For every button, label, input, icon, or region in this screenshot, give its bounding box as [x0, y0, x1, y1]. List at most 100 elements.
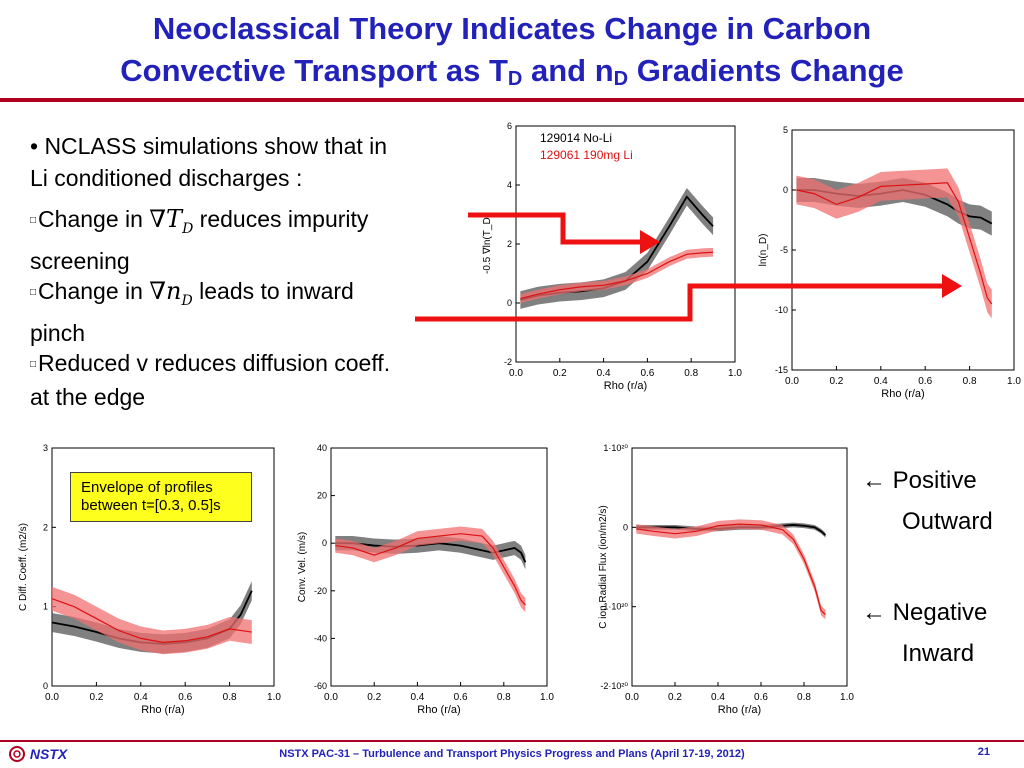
x-tick-label: 0.2 — [553, 368, 567, 379]
x-tick-label: 1.0 — [540, 692, 554, 703]
x-tick-label: 0.6 — [640, 368, 654, 379]
x-tick-label: 0.4 — [874, 376, 888, 387]
square-bullet-icon: □ — [30, 358, 37, 370]
y-tick-label: 0 — [623, 522, 628, 532]
li-envelope-band — [520, 247, 714, 303]
y-tick-label: -40 — [314, 633, 327, 643]
title-sub-d1: D — [507, 68, 523, 90]
arrow-head-grad-n — [942, 274, 962, 298]
x-tick-label: 0.0 — [45, 692, 59, 703]
legend-entry: 129014 No-Li — [540, 131, 612, 145]
negative-label: ← Negative — [862, 599, 987, 627]
title-part-a: Convective Transport as T — [120, 53, 508, 88]
bullet-1-line-2: Li conditioned discharges : — [30, 165, 303, 191]
chart-radial-flux: 0.0 0.2 0.4 0.6 0.8 1.0 -2·10²⁰ -1·10²⁰ 0 1·10²⁰ R… — [598, 443, 854, 716]
legend-entry: 129061 190mg Li — [540, 148, 633, 162]
y-tick-label: 2 — [43, 522, 48, 532]
x-tick-label: 0.4 — [711, 692, 725, 703]
x-axis-label: Rho (r/a) — [881, 388, 924, 400]
y-axis-label: -0.5 ∇ln(T_D) — [482, 214, 493, 274]
no-li-series-line — [335, 542, 527, 563]
footer-divider — [0, 740, 1024, 742]
x-tick-label: 0.8 — [223, 692, 237, 703]
x-tick-label: 0.6 — [454, 692, 468, 703]
positive-text: Positive — [892, 467, 977, 494]
slide-title: Neoclassical Theory Indicates Change in … — [0, 0, 1024, 98]
li-series-line — [796, 182, 993, 305]
y-axis-label: ln(n_D) — [758, 234, 769, 267]
y-tick-label: -2·10²⁰ — [600, 681, 628, 691]
y-tick-label: 0 — [322, 538, 327, 548]
y-tick-label: 2 — [507, 239, 512, 249]
footer-text: NSTX PAC-31 – Turbulence and Transport P… — [279, 748, 745, 760]
x-tick-label: 0.6 — [178, 692, 192, 703]
bullet-4-line-1: Reduced v reduces diffusion coeff. — [38, 350, 391, 376]
y-tick-label: 3 — [43, 443, 48, 453]
x-tick-label: 1.0 — [267, 692, 281, 703]
x-tick-label: 0.8 — [684, 368, 698, 379]
title-line-1: Neoclassical Theory Indicates Change in … — [152, 11, 872, 46]
arrow-head-grad-t — [640, 230, 660, 254]
x-tick-label: 0.2 — [89, 692, 103, 703]
bullet-2-text-b: reduces impurity — [193, 206, 369, 232]
grad-n-sub: D — [181, 292, 193, 309]
left-arrow-icon: ← — [862, 467, 886, 494]
y-tick-label: -1·10²⁰ — [600, 602, 628, 612]
x-tick-label: 0.2 — [829, 376, 843, 387]
bullet-1: • NCLASS simulations show that in Li con… — [30, 130, 387, 194]
y-tick-label: -20 — [314, 586, 327, 596]
arrow-grad-t — [468, 212, 655, 245]
y-axis-label: Conv. Vel. (m/s) — [297, 532, 308, 602]
grad-t-sub: D — [182, 220, 194, 237]
y-tick-label: 0 — [507, 298, 512, 308]
square-bullet-icon: □ — [30, 214, 37, 226]
negative-text: Negative — [892, 599, 988, 626]
page-number: 21 — [977, 746, 990, 758]
x-axis-label: Rho (r/a) — [141, 704, 184, 716]
x-tick-label: 1.0 — [728, 368, 742, 379]
x-tick-label: 1.0 — [1007, 376, 1021, 387]
x-tick-label: 0.0 — [785, 376, 799, 387]
y-tick-label: 0 — [783, 185, 788, 195]
nstx-logo-icon — [9, 746, 25, 762]
chart-convective-velocity: 0.0 0.2 0.4 0.6 0.8 1.0 -60 -40 -20 0 20 40 Rho (r/a… — [297, 443, 554, 716]
li-series-line — [636, 523, 826, 616]
title-line-2: Convective Transport as TD and nD Gradie… — [0, 50, 1024, 92]
no-li-envelope-band — [335, 536, 526, 570]
y-tick-label: -5 — [780, 245, 788, 255]
nstx-logo-text: NSTX — [29, 746, 68, 762]
li-envelope-band — [335, 526, 526, 613]
grad-n-symbol: ∇n — [149, 277, 182, 305]
bullet-3-text-a: Change in — [38, 278, 150, 304]
y-tick-label: 20 — [317, 491, 327, 501]
outward-label: Outward — [902, 508, 993, 535]
envelope-legend-box: Envelope of profiles between t=[0.3, 0.5… — [70, 472, 252, 522]
li-series-line — [520, 251, 714, 300]
grad-t-symbol: ∇T — [149, 205, 183, 233]
y-tick-label: 1 — [43, 602, 48, 612]
bullet-4: □Reduced v reduces diffusion coeff. at t… — [30, 347, 390, 413]
square-bullet-icon: □ — [30, 286, 37, 298]
x-tick-label: 1.0 — [840, 692, 854, 703]
li-series-line — [51, 598, 252, 643]
bullet-2: □Change in ∇TD reduces impurity screenin… — [30, 203, 368, 277]
chart-grad-density: 0.0 0.2 0.4 0.6 0.8 1.0 -15 -10 -5 0 5 Rho (r/a) ln(… — [758, 125, 1021, 400]
y-tick-label: -10 — [775, 305, 788, 315]
grad-n-math: ∇nD — [149, 277, 192, 309]
footer: NSTX NSTX PAC-31 – Turbulence and Transp… — [0, 742, 1024, 768]
bullet-3-line-2: pinch — [30, 319, 85, 346]
title-part-b: and n — [522, 53, 614, 88]
x-axis-label: Rho (r/a) — [718, 704, 761, 716]
x-tick-label: 0.8 — [497, 692, 511, 703]
bullet-2-line-2: screening — [30, 247, 130, 274]
x-tick-label: 0.8 — [963, 376, 977, 387]
y-tick-label: 4 — [507, 180, 512, 190]
x-tick-label: 0.2 — [668, 692, 682, 703]
y-tick-label: 5 — [783, 125, 788, 135]
x-tick-label: 0.0 — [324, 692, 338, 703]
y-tick-label: 6 — [507, 121, 512, 131]
x-tick-label: 0.0 — [509, 368, 523, 379]
x-tick-label: 0.0 — [625, 692, 639, 703]
bullet-2-text-a: Change in — [38, 206, 150, 232]
